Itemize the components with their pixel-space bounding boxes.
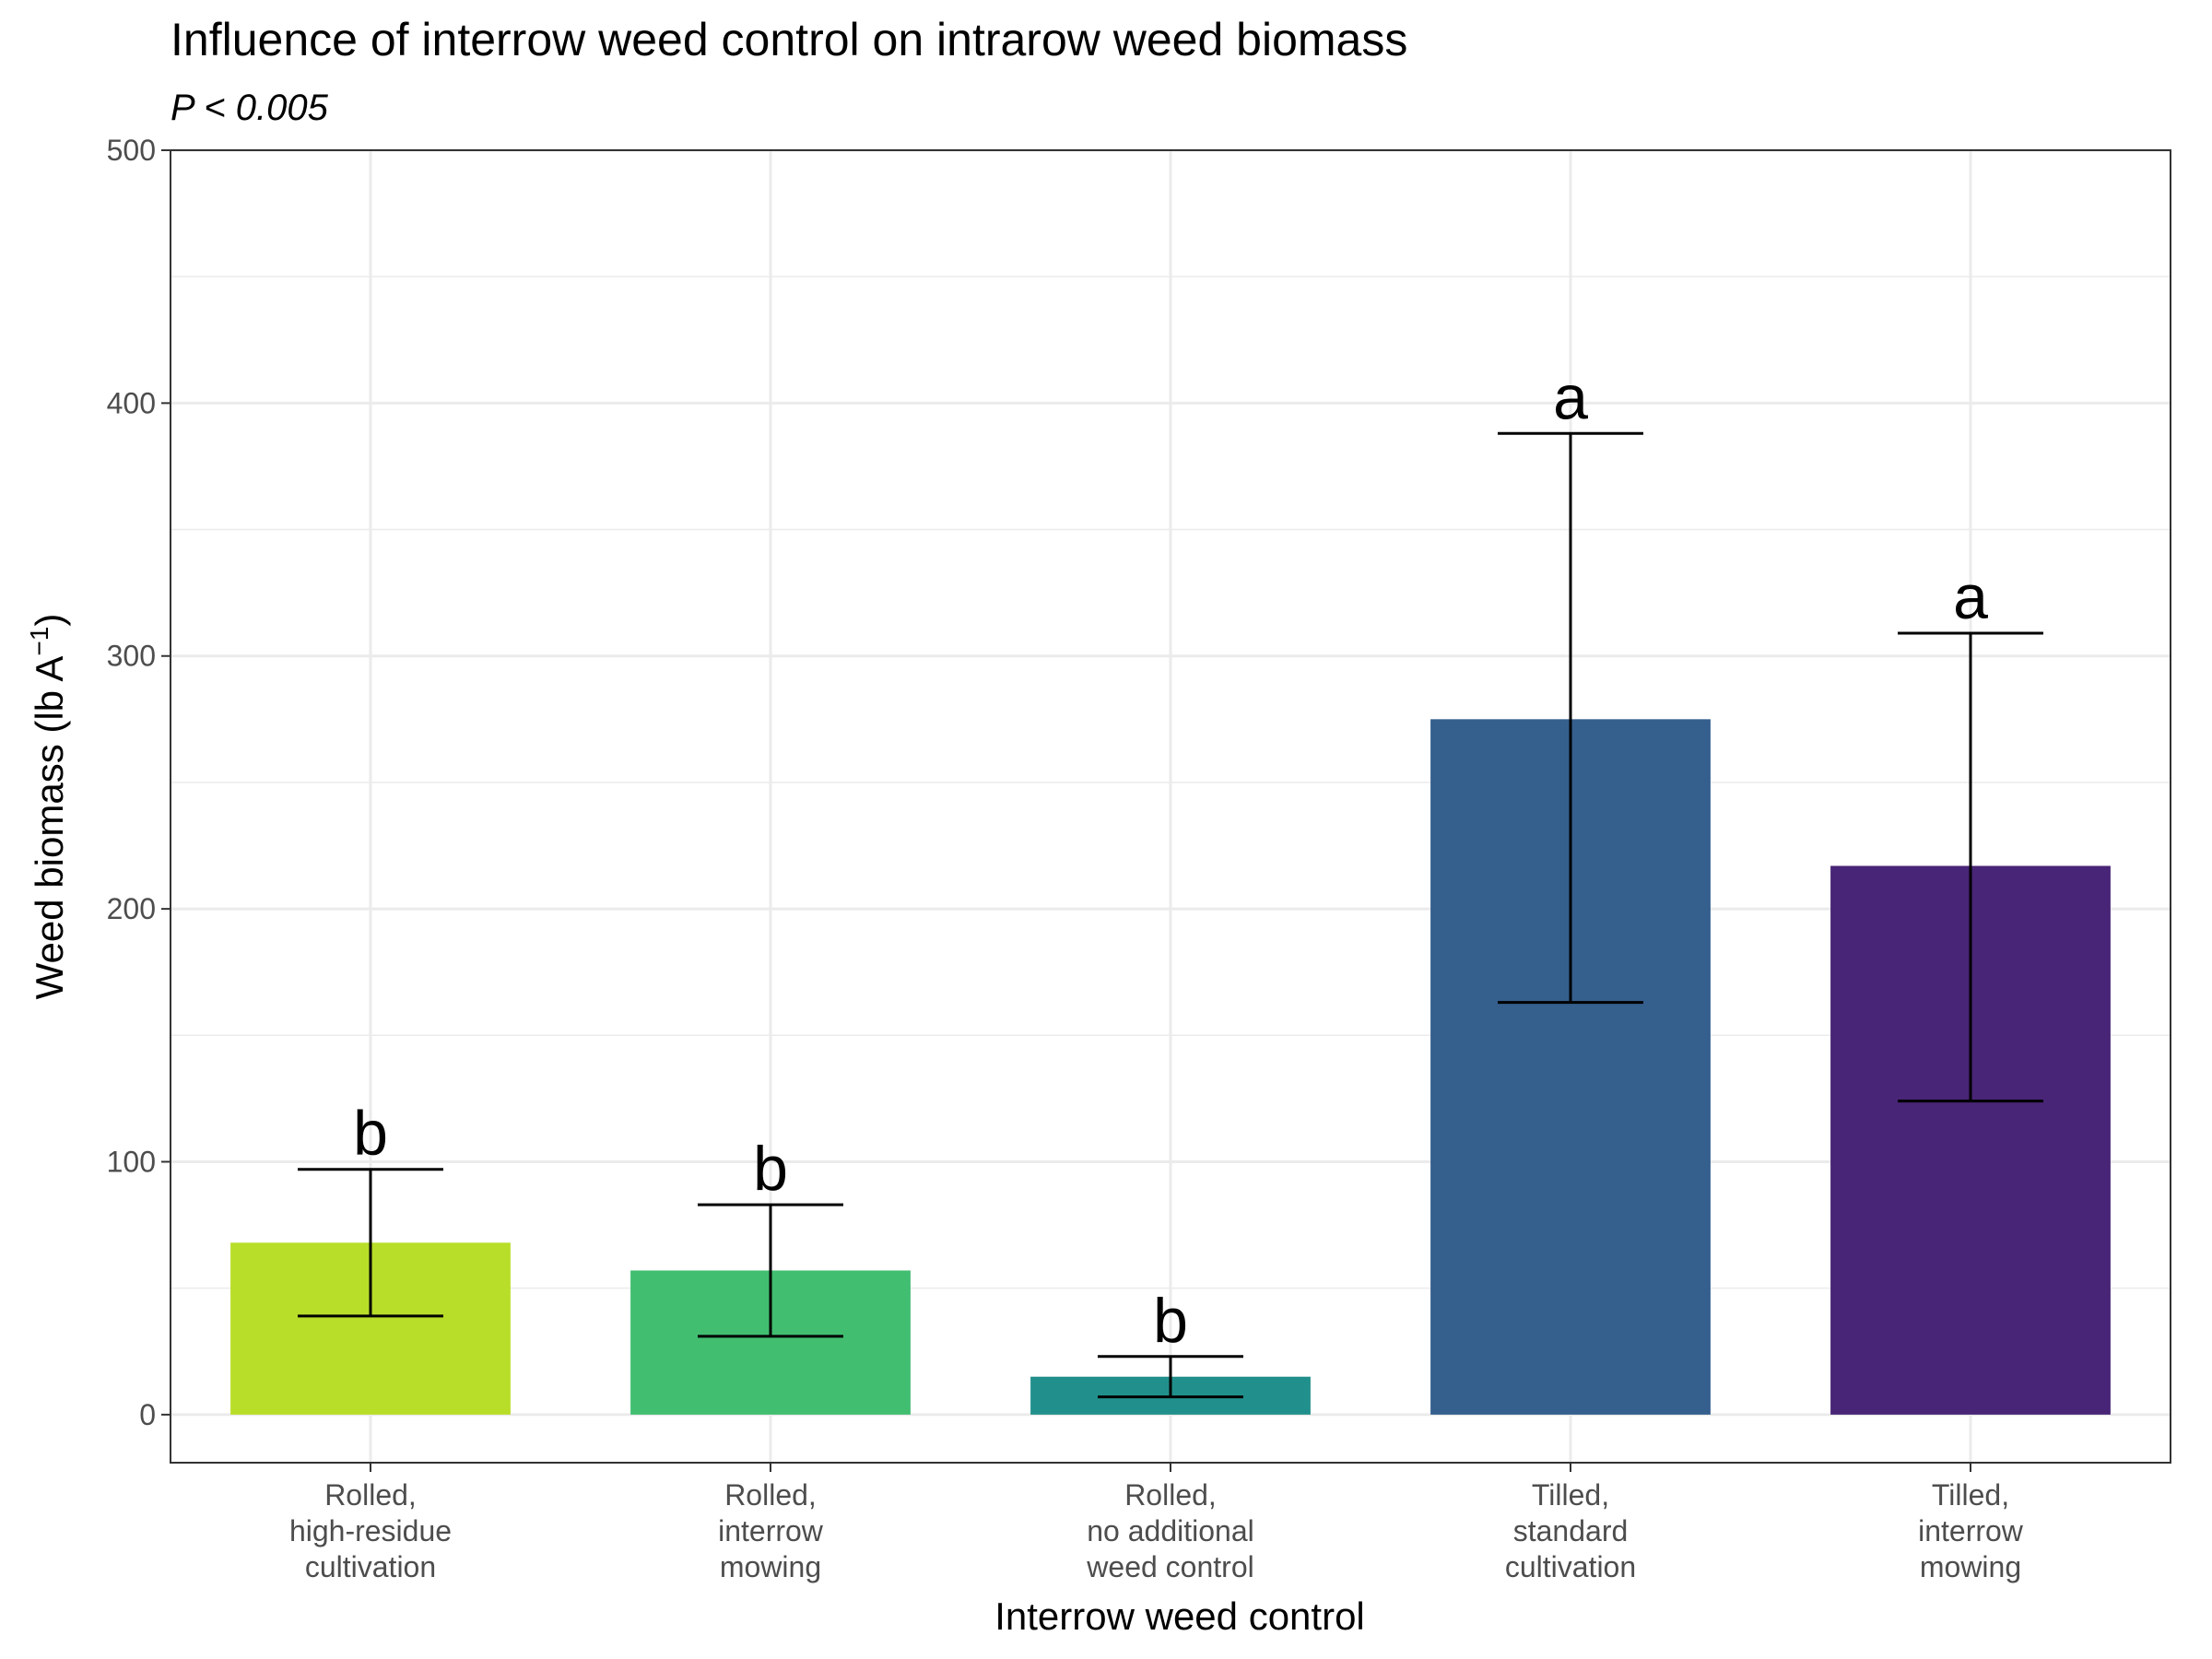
x-tick-label-line: interrow <box>718 1514 824 1547</box>
x-tick-label-line: weed control <box>1086 1550 1253 1583</box>
group-letter: a <box>1953 562 1988 632</box>
x-tick-label-line: interrow <box>1918 1514 2024 1547</box>
x-tick-label-line: standard <box>1513 1514 1629 1547</box>
x-tick-label-line: Tilled, <box>1532 1478 1609 1512</box>
y-axis-title-main: Weed biomass (lb A <box>28 656 71 1000</box>
y-tick-label: 0 <box>139 1398 156 1431</box>
y-tick-label: 300 <box>107 640 156 673</box>
x-tick-label-line: mowing <box>720 1550 821 1583</box>
x-tick-label-line: cultivation <box>1505 1550 1636 1583</box>
x-tick-label: Rolled, no additional weed control <box>1086 1478 1253 1583</box>
x-tick-label-line: Rolled, <box>324 1478 417 1512</box>
group-letter: b <box>1153 1286 1188 1356</box>
x-axis-title: Interrow weed control <box>994 1594 1365 1638</box>
x-tick-label-line: Rolled, <box>724 1478 817 1512</box>
x-tick-label: Tilled, standard cultivation <box>1505 1478 1636 1583</box>
y-tick-label: 500 <box>107 134 156 167</box>
x-tick-label: Rolled, interrow mowing <box>718 1478 824 1583</box>
letters-layer: b b b a a <box>353 362 1988 1355</box>
bars-layer <box>230 719 2111 1415</box>
x-tick-label-line: Rolled, <box>1124 1478 1217 1512</box>
y-tick-label: 200 <box>107 892 156 925</box>
x-tick-label: Rolled, high-residue cultivation <box>289 1478 452 1583</box>
chart-subtitle: P < 0.005 <box>171 88 329 128</box>
chart-title: Influence of interrow weed control on in… <box>171 14 1407 65</box>
y-axis: 0 100 200 300 400 500 <box>107 134 171 1431</box>
x-tick-label-line: cultivation <box>305 1550 436 1583</box>
group-letter: b <box>353 1099 388 1169</box>
x-tick-label-line: Tilled, <box>1932 1478 2009 1512</box>
y-tick-label: 400 <box>107 386 156 419</box>
group-letter: a <box>1553 362 1588 432</box>
group-letter: b <box>753 1134 788 1204</box>
x-tick-label: Tilled, interrow mowing <box>1918 1478 2024 1583</box>
x-tick-label-line: no additional <box>1087 1514 1253 1547</box>
y-axis-title-close: ) <box>28 614 71 627</box>
y-axis-title: Weed biomass (lb A−1) <box>25 614 71 1000</box>
errorbars-layer <box>298 431 2043 1399</box>
x-tick-label-line: high-residue <box>289 1514 452 1547</box>
x-tick-label-line: mowing <box>1920 1550 2021 1583</box>
y-axis-title-superscript: −1 <box>25 627 53 656</box>
y-tick-label: 100 <box>107 1145 156 1178</box>
